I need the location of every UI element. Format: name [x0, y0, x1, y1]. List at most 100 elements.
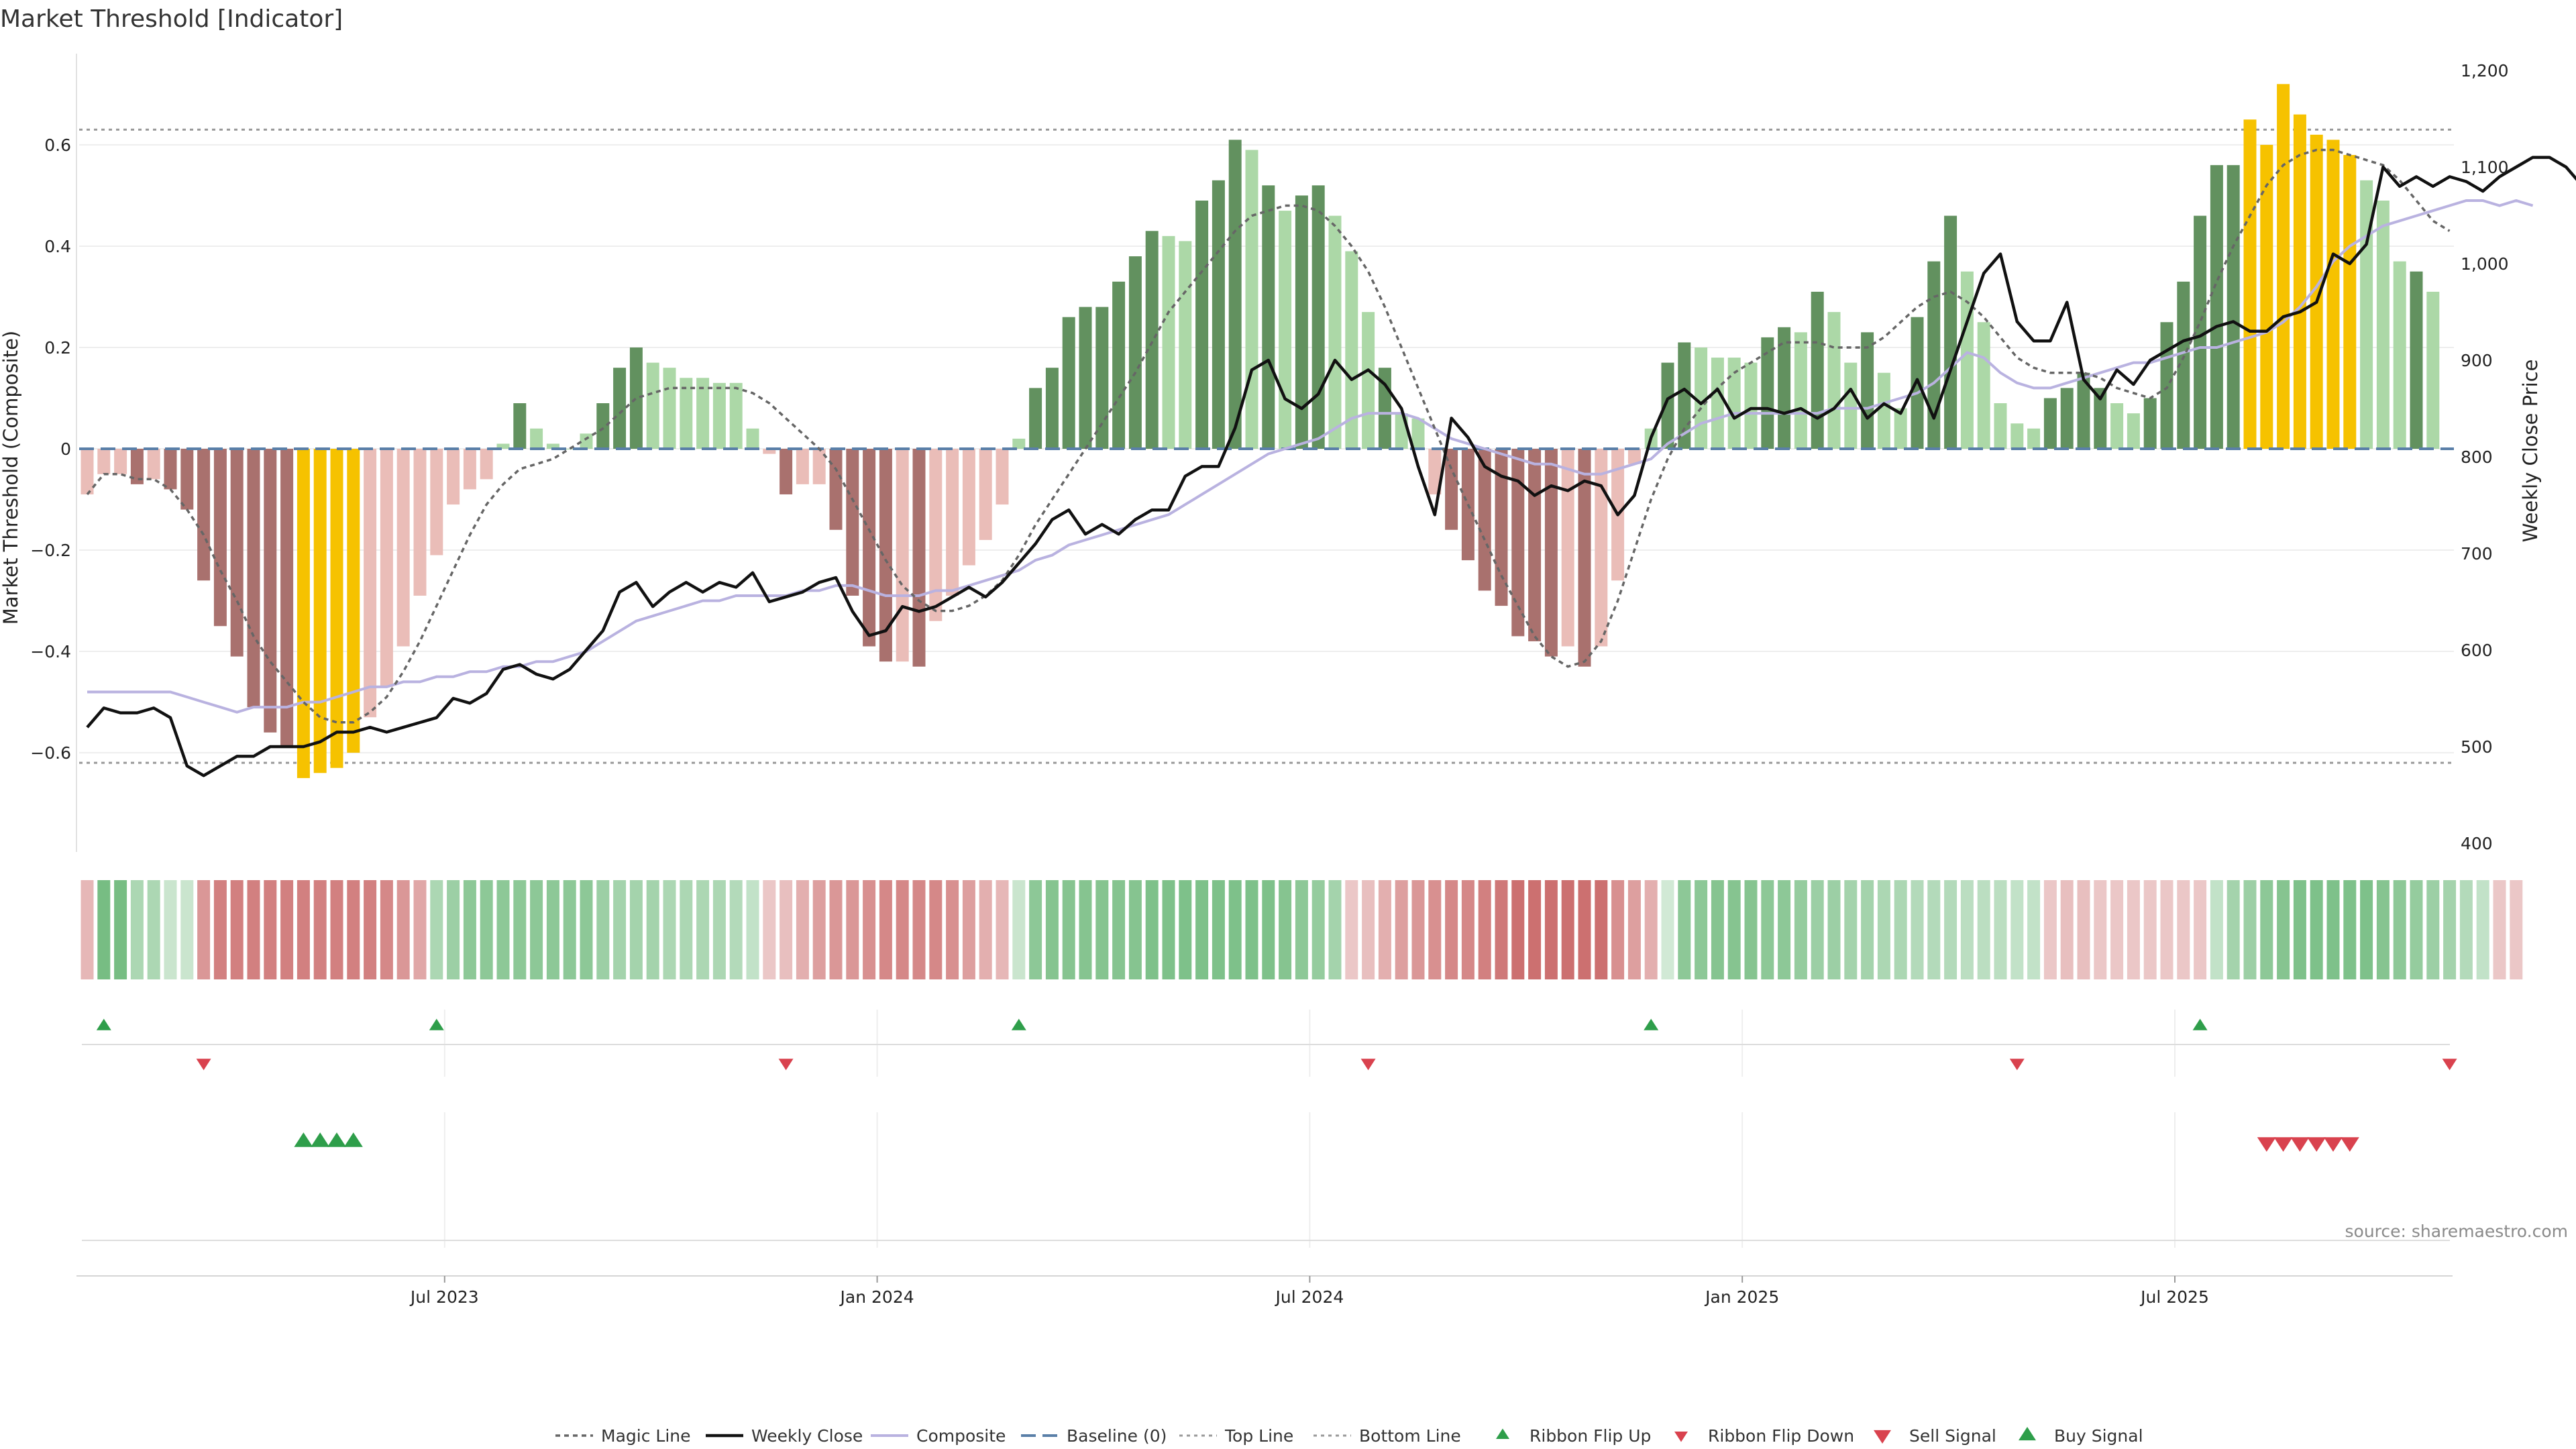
ribbon-cell	[1378, 880, 1391, 979]
composite-bar	[1411, 418, 1425, 449]
weekly-close-line	[86, 156, 2576, 777]
ribbon-cell	[712, 880, 726, 979]
composite-bar	[1844, 362, 1858, 449]
ribbon-cell	[130, 880, 144, 979]
ribbon-cell	[1794, 880, 1807, 979]
buy-signal-marker	[343, 1132, 363, 1147]
composite-bar	[1794, 332, 1807, 449]
ribbon-cell	[164, 880, 177, 979]
ribbon-cell	[1345, 880, 1358, 979]
composite-bar	[696, 378, 710, 449]
composite-bar	[197, 449, 211, 581]
ribbon-cell	[746, 880, 759, 979]
right-tick-label: 600	[2461, 641, 2493, 660]
ribbon-cell	[2393, 880, 2406, 979]
ribbon-cell	[80, 880, 94, 979]
composite-bar	[1045, 368, 1059, 449]
ribbon-cell	[1212, 880, 1225, 979]
composite-bar	[2243, 119, 2257, 449]
composite-bar	[546, 443, 559, 449]
ribbon-flip-down-marker	[2009, 1059, 2025, 1071]
ribbon-flip-up-marker	[429, 1018, 444, 1030]
legend-item: Ribbon Flip Down	[1674, 1426, 1854, 1446]
ribbon-cell	[2376, 880, 2390, 979]
composite-bar	[114, 449, 127, 474]
sell-signal-marker	[2324, 1137, 2343, 1152]
ribbon-cell	[829, 880, 843, 979]
ribbon-cell	[1744, 880, 1758, 979]
ribbon-cell	[2043, 880, 2057, 979]
ribbon-cell	[2160, 880, 2174, 979]
ribbon-cell	[1944, 880, 1957, 979]
composite-bar	[147, 449, 160, 480]
left-tick-label: −0.4	[30, 642, 71, 661]
ribbon-cell	[2077, 880, 2090, 979]
chart-title: Market Threshold [Indicator]	[0, 5, 343, 33]
ribbon-cell	[2426, 880, 2440, 979]
legend-label: Weekly Close	[751, 1426, 863, 1446]
ribbon-cell	[147, 880, 160, 979]
ribbon-cell	[2360, 880, 2373, 979]
ribbon-flip-panel	[82, 1010, 2457, 1077]
legend-label: Baseline (0)	[1067, 1426, 1167, 1446]
ribbon-cell	[2410, 880, 2423, 979]
ribbon-cell	[1012, 880, 1026, 979]
buy-signal-marker	[327, 1132, 346, 1147]
legend-label: Ribbon Flip Up	[1529, 1426, 1651, 1446]
ribbon-cell	[114, 880, 127, 979]
legend: Magic Line Weekly Close Composite Baseline …	[555, 1426, 2143, 1446]
ribbon-cell	[1595, 880, 1608, 979]
composite-bar	[2226, 165, 2240, 449]
ribbon-cell	[447, 880, 460, 979]
composite-bar	[164, 449, 177, 490]
ribbon-cell	[2459, 880, 2473, 979]
ribbon-cell	[2194, 880, 2207, 979]
ribbon-cell	[2310, 880, 2323, 979]
legend-label: Sell Signal	[1909, 1426, 1996, 1446]
composite-bar	[1162, 235, 1175, 449]
ribbon-cell	[1894, 880, 1907, 979]
ribbon-cell	[1495, 880, 1508, 979]
composite-bar	[2010, 423, 2024, 449]
x-tick-label: Jan 2024	[839, 1287, 914, 1307]
ribbon-cell	[1544, 880, 1558, 979]
ribbon-cell	[1627, 880, 1641, 979]
composite-bar	[596, 403, 610, 449]
composite-bar	[264, 449, 277, 733]
ribbon-cell	[1911, 880, 1924, 979]
ribbon-cell	[2493, 880, 2506, 979]
composite-bar	[2060, 388, 2074, 449]
ribbon-cell	[1561, 880, 1574, 979]
legend-label: Top Line	[1224, 1426, 1293, 1446]
ribbon-cell	[1994, 880, 2007, 979]
composite-bar	[896, 449, 909, 662]
ribbon-cell	[197, 880, 211, 979]
composite-bar	[2376, 200, 2390, 449]
ribbon-cell	[1045, 880, 1059, 979]
ribbon-cell	[1861, 880, 1874, 979]
ribbon-flip-down-marker	[2442, 1059, 2457, 1071]
composite-bar	[680, 378, 693, 449]
ribbon-cell	[2326, 880, 2340, 979]
composite-bar	[2127, 413, 2140, 449]
composite-bar	[1511, 449, 1525, 637]
composite-bar	[2177, 281, 2190, 449]
composite-bar	[1279, 211, 1292, 449]
signal-panel	[82, 1112, 2450, 1248]
ribbon-flip-down-marker	[1360, 1059, 1376, 1071]
ribbon-cell	[2060, 880, 2074, 979]
composite-bar	[1778, 327, 1791, 449]
composite-bar	[1062, 317, 1075, 449]
composite-bar	[247, 449, 260, 708]
x-tick-label: Jul 2024	[1275, 1287, 1344, 1307]
composite-bar	[1811, 291, 1824, 449]
legend-swatch-flip-down	[1674, 1432, 1688, 1442]
sell-signal-marker	[2257, 1137, 2276, 1152]
x-tick-label: Jul 2023	[409, 1287, 479, 1307]
composite-bar	[1927, 261, 1941, 449]
legend-swatch-flip-up	[1496, 1428, 1509, 1439]
legend-item: Bottom Line	[1313, 1426, 1461, 1446]
ribbon-flip-down-marker	[778, 1059, 794, 1071]
ribbon-cell	[1328, 880, 1342, 979]
